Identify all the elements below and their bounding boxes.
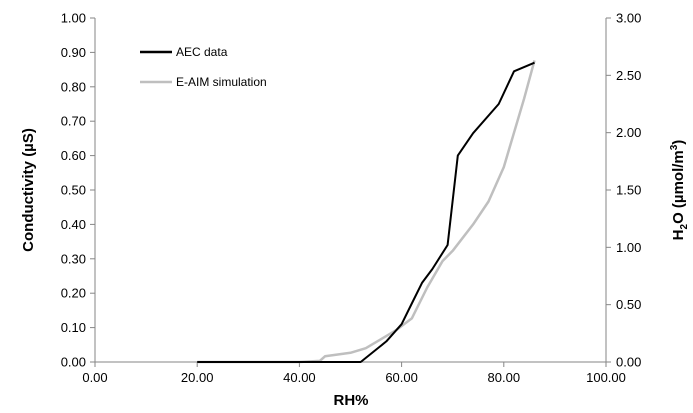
legend-label: E-AIM simulation: [176, 75, 267, 89]
y2-title-sub: 2: [679, 223, 690, 229]
y-tick-label: 0.20: [61, 286, 86, 301]
y-tick-label: 0.90: [61, 45, 86, 60]
legend: AEC data E-AIM simulation: [140, 45, 267, 89]
y-tick-label: 0.10: [61, 320, 86, 335]
y2-axis-title: H2O (µmol/m3): [669, 140, 690, 241]
y2-tick-label: 3.00: [616, 11, 641, 26]
x-tick-label: 60.00: [385, 370, 418, 385]
y2-tick-label: 2.50: [616, 68, 641, 83]
x-tick-label: 0.00: [82, 370, 107, 385]
x-tick-label: 20.00: [181, 370, 214, 385]
y2-tick-label: 2.00: [616, 125, 641, 140]
ticks: 0.00 20.00 40.00 60.00 80.00 100.000.000.100.…: [61, 11, 642, 386]
y-tick-label: 0.70: [61, 114, 86, 129]
y2-tick-label: 0.50: [616, 297, 641, 312]
y2-title-unit: O (µmol/m: [670, 150, 687, 224]
y-tick-label: 0.40: [61, 217, 86, 232]
y-tick-label: 0.30: [61, 251, 86, 266]
y-tick-label: 0.80: [61, 79, 86, 94]
y-tick-label: 0.60: [61, 148, 86, 163]
y2-tick-label: 0.00: [616, 355, 641, 370]
series: [197, 60, 536, 364]
y-axis-title: Conductivity (µS): [20, 128, 37, 252]
x-axis-title: RH%: [333, 392, 368, 408]
axes: [94, 18, 607, 363]
legend-label: AEC data: [176, 45, 228, 59]
series-line-e-aim-simulation: [197, 60, 536, 364]
x-tick-label: 100.00: [586, 370, 626, 385]
y-tick-label: 0.00: [61, 355, 86, 370]
y-tick-label: 1.00: [61, 11, 86, 26]
x-tick-label: 80.00: [488, 370, 521, 385]
y-tick-label: 0.50: [61, 183, 86, 198]
x-tick-label: 40.00: [283, 370, 316, 385]
series-line-aec-data: [197, 61, 535, 363]
y2-title-sup: 3: [669, 144, 680, 150]
y2-tick-label: 1.00: [616, 240, 641, 255]
y2-title-h: H: [670, 229, 687, 240]
y2-title-close: ): [670, 140, 687, 145]
y2-tick-label: 1.50: [616, 183, 641, 198]
